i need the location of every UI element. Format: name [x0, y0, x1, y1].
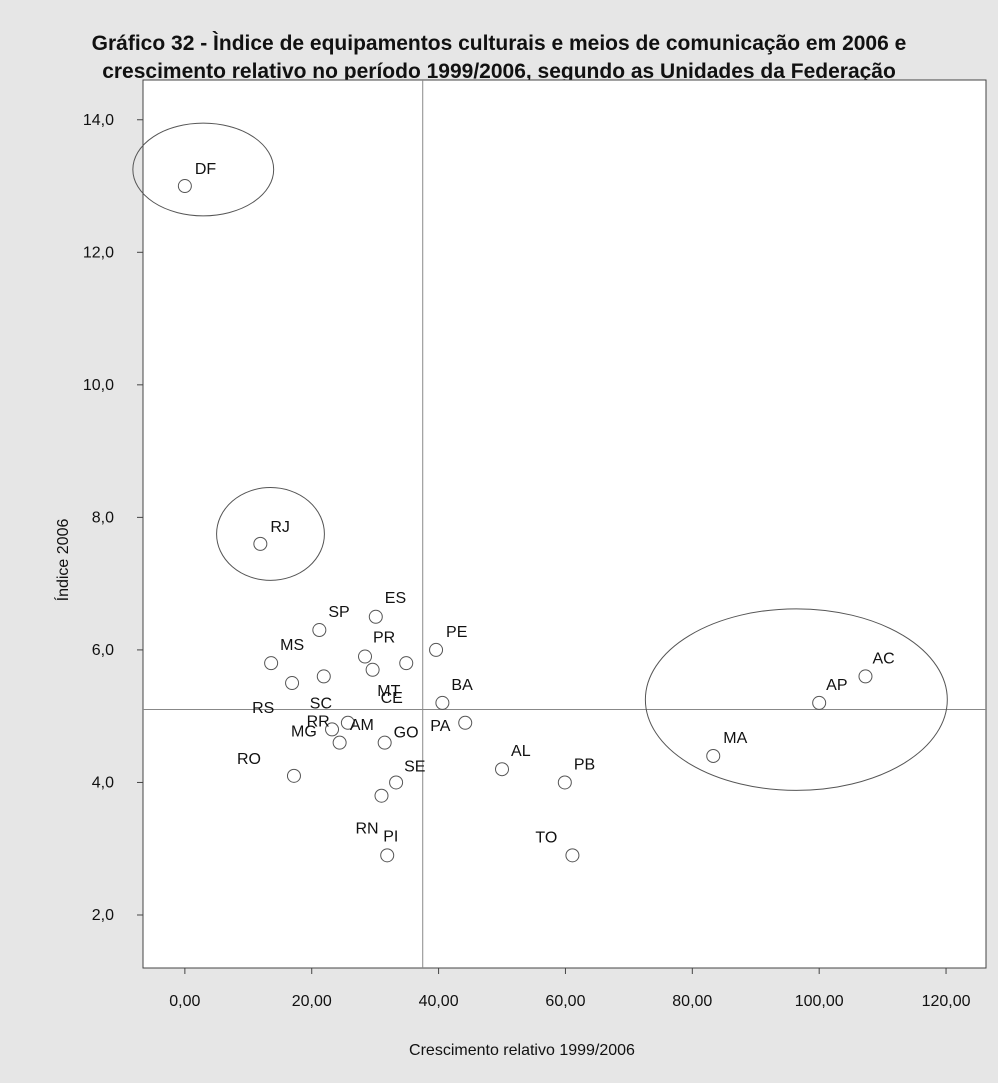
point-label-rr: RR: [307, 714, 330, 731]
x-tick-label: 20,00: [292, 993, 332, 1010]
point-am: [340, 715, 355, 730]
y-tick-label: 4,0: [92, 774, 114, 791]
point-label-sc: SC: [310, 695, 332, 712]
point-label-ma: MA: [723, 730, 747, 747]
point-label-pa: PA: [430, 718, 450, 735]
point-label-se: SE: [404, 758, 425, 775]
point-label-rs: RS: [252, 700, 274, 717]
point-ce: [365, 662, 380, 677]
chart-title-line-2: crescimento relativo no período 1999/200…: [102, 60, 896, 83]
point-pi: [380, 848, 395, 863]
point-ap: [812, 695, 827, 710]
y-tick-label: 6,0: [92, 642, 114, 659]
point-pa: [458, 715, 473, 730]
point-label-ce: CE: [381, 690, 403, 707]
point-es: [368, 609, 383, 624]
point-sp: [312, 623, 327, 638]
plot-area: [142, 79, 987, 969]
chart-title-line-1: Gráfico 32 - Ìndice de equipamentos cult…: [91, 32, 907, 55]
point-label-ac: AC: [872, 650, 894, 667]
point-pe: [429, 642, 444, 657]
point-rj: [253, 536, 268, 551]
point-rn: [374, 788, 389, 803]
point-rs: [285, 676, 300, 691]
point-ac: [858, 669, 873, 684]
x-tick-label: 60,00: [545, 993, 585, 1010]
point-label-am: AM: [350, 717, 374, 734]
point-ro: [286, 768, 301, 783]
group-ellipses: [132, 122, 948, 791]
point-pb: [557, 775, 572, 790]
y-tick-label: 10,0: [83, 377, 114, 394]
point-rr: [332, 735, 347, 750]
point-label-pb: PB: [574, 756, 595, 773]
point-label-sp: SP: [328, 604, 349, 621]
y-axis-ticks: 14,0 12,0 10,0 8,0 6,0 4,0 2,0: [83, 112, 143, 924]
point-pr: [358, 649, 373, 664]
point-ms: [264, 656, 279, 671]
data-points: [177, 179, 873, 863]
point-df: [177, 179, 192, 194]
point-label-es: ES: [385, 590, 406, 607]
y-axis-label: Índice 2006: [53, 519, 72, 602]
x-tick-label: 40,00: [419, 993, 459, 1010]
point-label-rn: RN: [356, 821, 379, 838]
point-label-ap: AP: [826, 677, 847, 694]
point-al: [495, 762, 510, 777]
point-label-ba: BA: [451, 677, 473, 694]
point-mt: [399, 656, 414, 671]
reference-lines: [143, 80, 986, 968]
group-ellipse-1: [132, 122, 275, 217]
point-label-mt: MT: [377, 683, 400, 700]
point-label-pr: PR: [373, 630, 395, 647]
point-label-go: GO: [394, 725, 419, 742]
point-label-rj: RJ: [270, 519, 290, 536]
point-se: [389, 775, 404, 790]
x-tick-label: 80,00: [672, 993, 712, 1010]
point-label-al: AL: [511, 743, 531, 760]
x-tick-label: 120,00: [922, 993, 971, 1010]
x-tick-label: 100,00: [795, 993, 844, 1010]
x-tick-label: 0,00: [169, 993, 200, 1010]
y-tick-label: 2,0: [92, 907, 114, 924]
point-label-pi: PI: [383, 828, 398, 845]
point-label-ro: RO: [237, 751, 261, 768]
point-ba: [435, 695, 450, 710]
point-mg: [325, 722, 340, 737]
point-label-mg: MG: [291, 723, 317, 740]
point-go: [377, 735, 392, 750]
group-ellipse-2: [216, 487, 325, 581]
y-tick-label: 8,0: [92, 509, 114, 526]
y-tick-label: 14,0: [83, 112, 114, 129]
point-label-ms: MS: [280, 637, 304, 654]
y-tick-label: 12,0: [83, 244, 114, 261]
point-label-pe: PE: [446, 624, 467, 641]
point-ma: [706, 748, 721, 763]
x-axis-label: Crescimento relativo 1999/2006: [409, 1042, 635, 1059]
chart-title: Gráfico 32 - Ìndice de equipamentos cult…: [0, 30, 998, 86]
point-to: [565, 848, 580, 863]
x-axis-ticks: 0,00 20,00 40,00 60,00 80,00 100,00 120,00: [169, 968, 971, 1010]
point-label-to: TO: [535, 829, 557, 846]
point-label-df: DF: [195, 161, 217, 178]
group-ellipse-3: [644, 608, 948, 791]
point-sc: [316, 669, 331, 684]
